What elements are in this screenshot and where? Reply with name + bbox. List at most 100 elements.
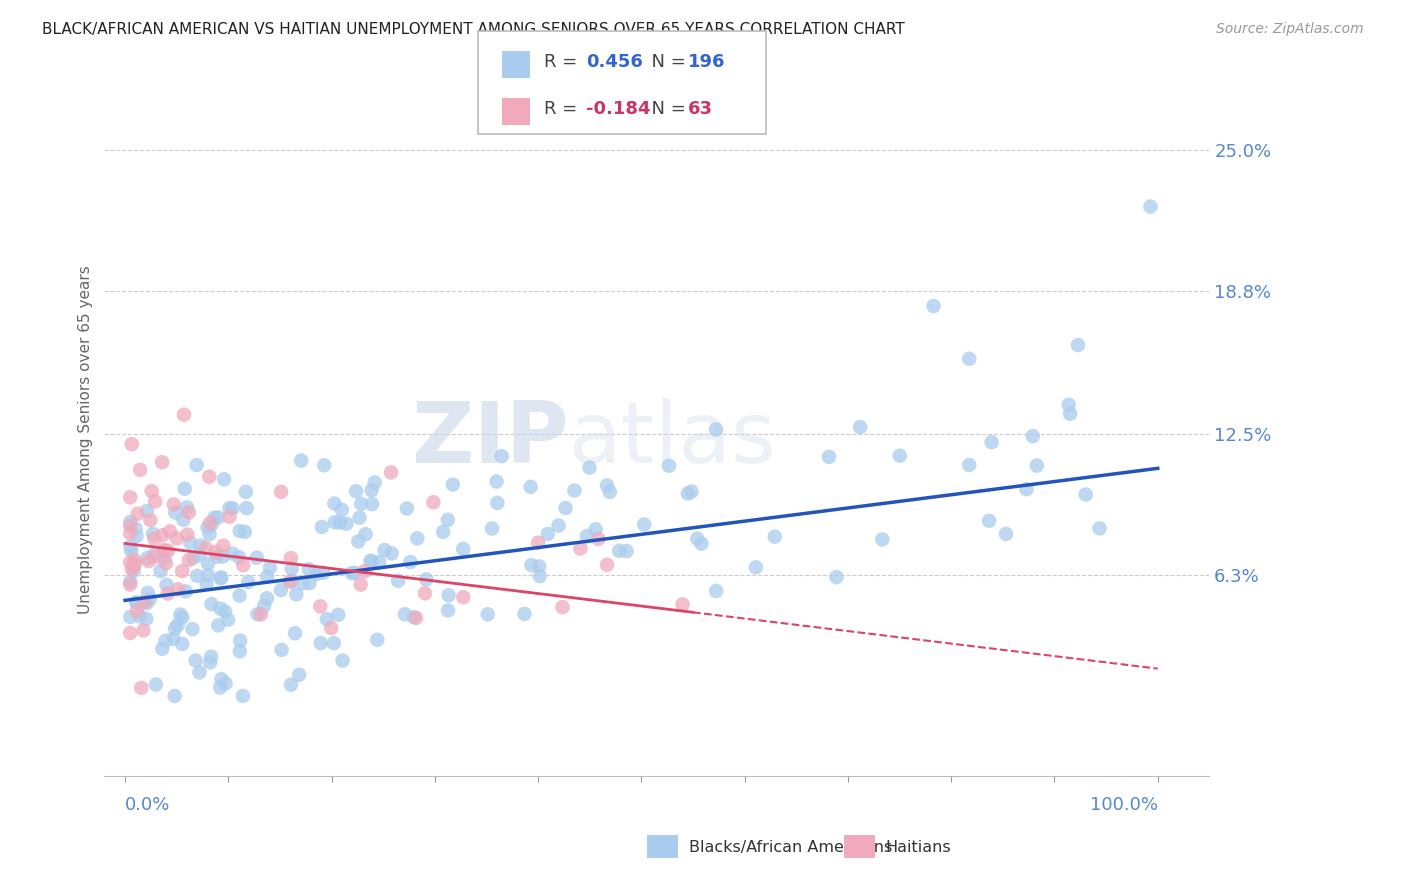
- Point: [585, 522, 607, 536]
- Point: [399, 555, 422, 569]
- Point: [405, 611, 427, 625]
- Point: [217, 613, 239, 627]
- Point: [124, 522, 146, 536]
- Point: [554, 500, 576, 515]
- Point: [451, 541, 474, 556]
- Point: [135, 596, 157, 610]
- Point: [209, 601, 232, 615]
- Point: [335, 516, 357, 531]
- Point: [596, 558, 619, 572]
- Point: [745, 560, 768, 574]
- Point: [569, 541, 592, 556]
- Y-axis label: Unemployment Among Seniors over 65 years: Unemployment Among Seniors over 65 years: [79, 266, 93, 615]
- Point: [120, 555, 142, 569]
- Point: [872, 533, 894, 547]
- Point: [309, 636, 332, 650]
- Point: [361, 497, 384, 511]
- Point: [340, 566, 363, 581]
- Point: [120, 540, 142, 554]
- Point: [186, 458, 208, 472]
- Point: [197, 520, 219, 534]
- Point: [704, 583, 727, 598]
- Point: [172, 513, 194, 527]
- Point: [120, 574, 142, 589]
- Point: [278, 574, 301, 589]
- Point: [520, 558, 543, 573]
- Point: [690, 537, 713, 551]
- Point: [122, 558, 145, 573]
- Point: [415, 573, 437, 587]
- Point: [436, 513, 458, 527]
- Point: [1088, 521, 1111, 535]
- Point: [141, 484, 163, 499]
- Point: [1022, 429, 1045, 443]
- Point: [136, 551, 159, 566]
- Point: [235, 484, 257, 499]
- Point: [188, 539, 211, 553]
- Point: [527, 535, 550, 549]
- Point: [159, 524, 181, 539]
- Point: [704, 422, 727, 436]
- Point: [1059, 407, 1081, 421]
- Point: [127, 507, 149, 521]
- Point: [155, 633, 177, 648]
- Point: [575, 529, 598, 543]
- Point: [256, 591, 278, 606]
- Point: [149, 564, 172, 578]
- Point: [633, 517, 655, 532]
- Point: [354, 527, 377, 541]
- Text: ZIP: ZIP: [411, 399, 568, 482]
- Point: [364, 475, 387, 490]
- Point: [209, 681, 232, 695]
- Point: [387, 574, 409, 588]
- Point: [681, 484, 703, 499]
- Point: [246, 607, 269, 622]
- Point: [152, 528, 174, 542]
- Point: [229, 644, 252, 658]
- Point: [284, 626, 307, 640]
- Point: [485, 475, 508, 489]
- Point: [889, 449, 911, 463]
- Point: [136, 586, 159, 600]
- Point: [156, 586, 179, 600]
- Point: [228, 589, 250, 603]
- Point: [290, 453, 312, 467]
- Point: [205, 549, 228, 564]
- Point: [166, 532, 188, 546]
- Point: [477, 607, 499, 622]
- Point: [588, 532, 610, 546]
- Point: [343, 566, 366, 580]
- Point: [547, 518, 569, 533]
- Point: [298, 562, 321, 576]
- Point: [328, 607, 350, 622]
- Point: [232, 689, 254, 703]
- Point: [200, 649, 222, 664]
- Point: [198, 527, 221, 541]
- Point: [150, 455, 173, 469]
- Point: [437, 603, 460, 617]
- Point: [270, 583, 292, 598]
- Point: [315, 612, 337, 626]
- Point: [298, 576, 321, 591]
- Point: [218, 509, 240, 524]
- Point: [359, 554, 381, 568]
- Point: [134, 595, 156, 609]
- Point: [537, 527, 560, 541]
- Point: [957, 351, 980, 366]
- Point: [330, 502, 353, 516]
- Point: [200, 597, 222, 611]
- Point: [181, 622, 204, 636]
- Point: [529, 569, 551, 583]
- Point: [120, 526, 142, 541]
- Point: [406, 531, 429, 545]
- Point: [322, 636, 344, 650]
- Point: [209, 571, 232, 585]
- Point: [957, 458, 980, 472]
- Point: [135, 612, 157, 626]
- Point: [486, 496, 509, 510]
- Point: [1139, 200, 1161, 214]
- Point: [127, 596, 149, 610]
- Point: [329, 516, 352, 530]
- Point: [380, 466, 402, 480]
- Point: [995, 527, 1018, 541]
